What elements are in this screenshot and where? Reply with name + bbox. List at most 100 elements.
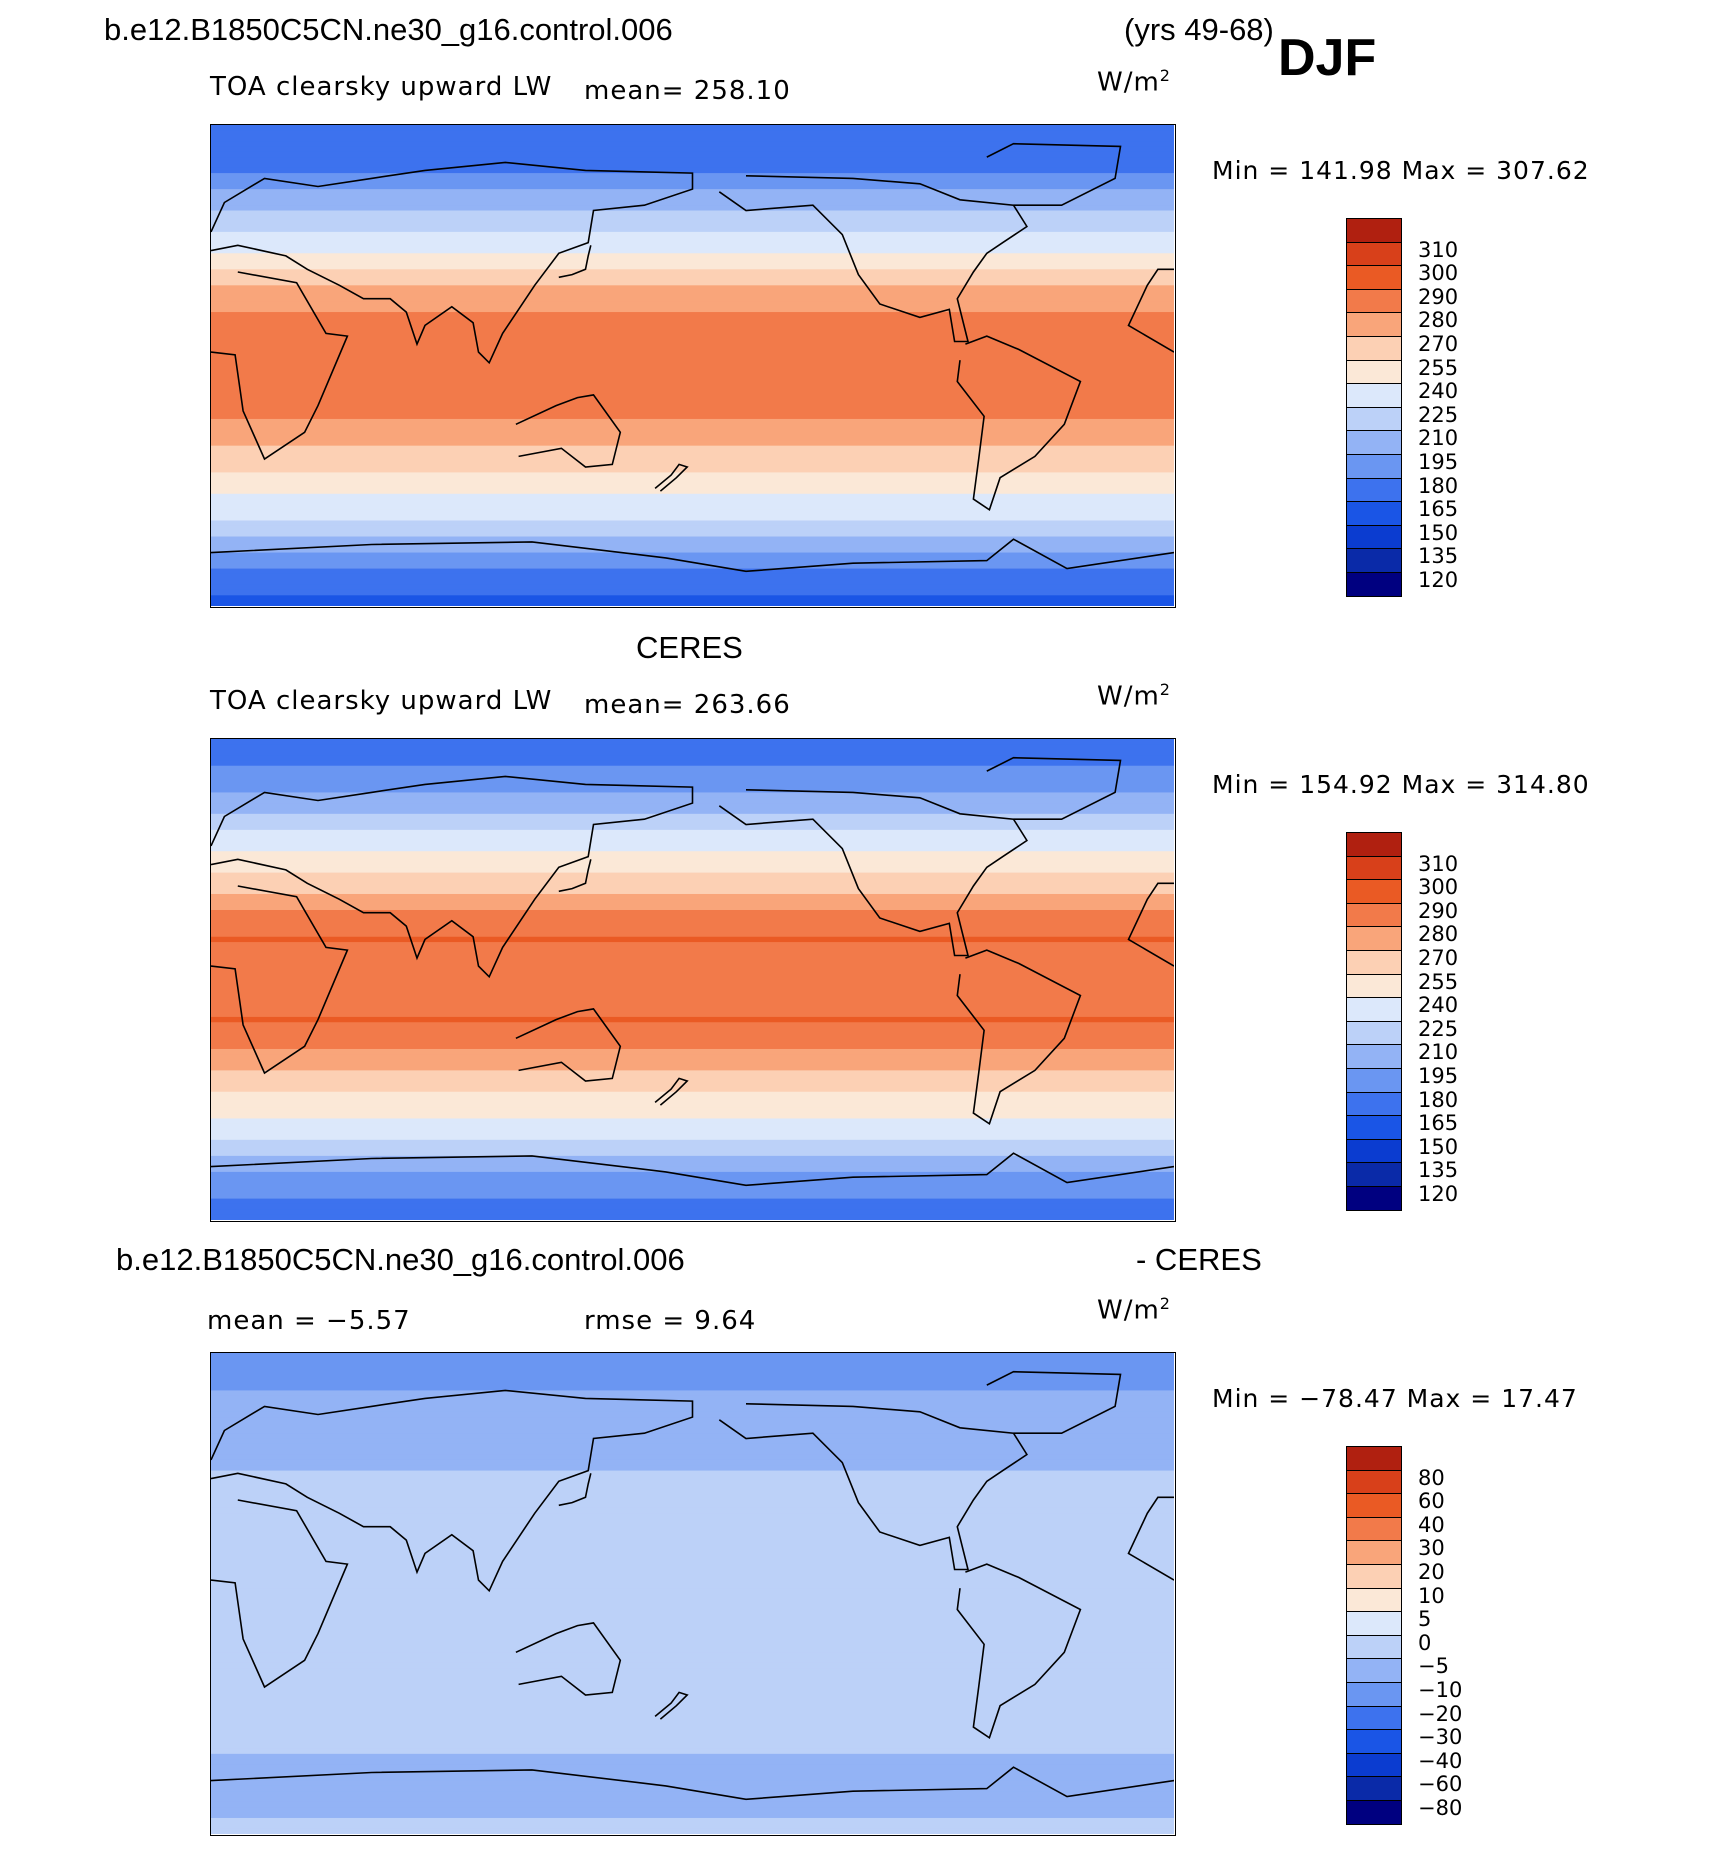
panel3-colorbar-tick-label: −40 xyxy=(1418,1748,1463,1773)
panel2-coastline xyxy=(1127,882,1174,967)
panel1-latitude-band xyxy=(211,226,1174,233)
panel3-latitude-band xyxy=(211,1422,1174,1429)
panel1-latitude-band xyxy=(211,306,1174,313)
panel1-map xyxy=(210,124,1176,608)
panel2-latitude-band xyxy=(211,749,1174,756)
panel3-latitude-band xyxy=(211,1374,1174,1381)
panel2-latitude-band xyxy=(211,995,1174,1002)
years-label: (yrs 49-68) xyxy=(1124,12,1274,47)
panel3-latitude-band xyxy=(211,1475,1174,1483)
panel3-colorbar-tick-label: −30 xyxy=(1418,1725,1463,1750)
panel1-latitude-band xyxy=(211,301,1174,308)
panel2-latitude-band xyxy=(211,1107,1174,1114)
panel1-latitude-band xyxy=(211,408,1174,415)
panel2-latitude-band xyxy=(211,952,1174,959)
panel3-latitude-band xyxy=(211,1700,1174,1707)
panel2-colorbar-tick-label: 210 xyxy=(1418,1040,1459,1065)
panel1-latitude-band xyxy=(211,344,1174,351)
panel1-latitude-band xyxy=(211,381,1174,388)
panel3-latitude-band xyxy=(211,1657,1174,1664)
panel2-latitude-band xyxy=(211,872,1174,879)
panel1-latitude-band xyxy=(211,146,1174,153)
panel3-latitude-band xyxy=(211,1550,1174,1557)
panel3-colorbar-swatch xyxy=(1346,1446,1402,1471)
panel2-latitude-band xyxy=(211,1150,1174,1157)
panel2-latitude-band xyxy=(211,1203,1174,1211)
panel1-latitude-band xyxy=(211,322,1174,329)
panel3-latitude-band xyxy=(211,1796,1174,1803)
panel2-latitude-band xyxy=(211,824,1174,831)
panel3-latitude-band xyxy=(211,1625,1174,1632)
panel3-latitude-band xyxy=(211,1641,1174,1648)
panel2-latitude-band xyxy=(211,931,1174,938)
panel2-latitude-band xyxy=(211,974,1174,981)
panel2-latitude-band xyxy=(211,1065,1174,1072)
panel1-latitude-band xyxy=(211,194,1174,201)
panel2-latitude-band xyxy=(211,1054,1174,1061)
panel2-colorbar-swatch xyxy=(1346,902,1402,928)
panel3-latitude-band xyxy=(211,1817,1174,1825)
panel1-latitude-band xyxy=(211,365,1174,372)
panel1-colorbar-tick-label: 135 xyxy=(1418,544,1459,569)
panel2-latitude-band xyxy=(211,1038,1174,1045)
panel1-colorbar-swatch xyxy=(1346,218,1402,243)
panel1-latitude-band xyxy=(211,354,1174,361)
panel2-latitude-band xyxy=(211,803,1174,810)
panel3-latitude-band xyxy=(211,1481,1174,1488)
panel2-latitude-band xyxy=(211,968,1174,975)
panel2-latitude-band xyxy=(211,877,1174,885)
panel3-colorbar-swatch xyxy=(1346,1634,1402,1660)
panel2-latitude-band xyxy=(211,760,1174,767)
panel3-latitude-band xyxy=(211,1604,1174,1611)
panel2-colorbar-tick-label: 225 xyxy=(1418,1016,1459,1041)
panel3-latitude-band xyxy=(211,1828,1174,1834)
panel3-latitude-band xyxy=(211,1390,1174,1397)
panel1-latitude-band xyxy=(211,221,1174,228)
panel1-latitude-band xyxy=(211,290,1174,297)
panel1-latitude-band xyxy=(211,531,1174,538)
panel1-units: W/m2 xyxy=(1097,66,1171,98)
panel3-latitude-band xyxy=(211,1486,1174,1493)
panel1-latitude-band xyxy=(211,472,1174,479)
panel2-latitude-band xyxy=(211,1016,1174,1024)
panel2-colorbar-swatch xyxy=(1346,1091,1402,1117)
panel3-colorbar-tick-label: −5 xyxy=(1418,1654,1449,1679)
panel1-latitude-band xyxy=(211,541,1174,549)
panel1-latitude-band xyxy=(211,167,1174,174)
panel2-latitude-band xyxy=(211,926,1174,933)
panel3-coastline xyxy=(986,1370,1122,1434)
panel2-latitude-band xyxy=(211,1048,1174,1056)
panel3-colorbar-swatch xyxy=(1346,1493,1402,1518)
panel1-latitude-band xyxy=(211,205,1174,212)
panel3-latitude-band xyxy=(211,1743,1174,1750)
panel3-latitude-band xyxy=(211,1679,1174,1686)
panel3-latitude-band xyxy=(211,1780,1174,1787)
panel2-latitude-band xyxy=(211,840,1174,847)
panel1-latitude-band xyxy=(211,397,1174,404)
panel1-colorbar-swatch xyxy=(1346,359,1402,385)
panel3-mean: mean = −5.57 xyxy=(207,1306,411,1336)
panel3-latitude-band xyxy=(211,1609,1174,1616)
panel3-coastline xyxy=(1127,1496,1174,1581)
panel3-latitude-band xyxy=(211,1449,1174,1456)
panel2-latitude-band xyxy=(211,808,1174,815)
panel2-latitude-band xyxy=(211,1123,1174,1130)
panel2-latitude-band xyxy=(211,1161,1174,1168)
panel1-colorbar-tick-label: 120 xyxy=(1418,568,1459,592)
panel3-coastline xyxy=(515,1622,622,1696)
panel3-colorbar-swatch xyxy=(1346,1611,1402,1636)
panel3-latitude-band xyxy=(211,1791,1174,1798)
panel2-latitude-band xyxy=(211,888,1174,895)
panel3-latitude-band xyxy=(211,1395,1174,1402)
panel2-colorbar-swatch xyxy=(1346,1138,1402,1164)
panel2-latitude-band xyxy=(211,1155,1174,1163)
panel3-latitude-band xyxy=(211,1507,1174,1515)
panel2-latitude-band xyxy=(211,744,1174,751)
panel1-coastline xyxy=(1127,268,1174,353)
panel1-latitude-band xyxy=(211,162,1174,169)
panel1-colorbar-tick-label: 195 xyxy=(1418,450,1459,474)
panel1-coastline xyxy=(654,463,689,492)
panel1-latitude-band xyxy=(211,312,1174,319)
panel3-latitude-band xyxy=(211,1556,1174,1563)
panel1-latitude-band xyxy=(211,237,1174,244)
